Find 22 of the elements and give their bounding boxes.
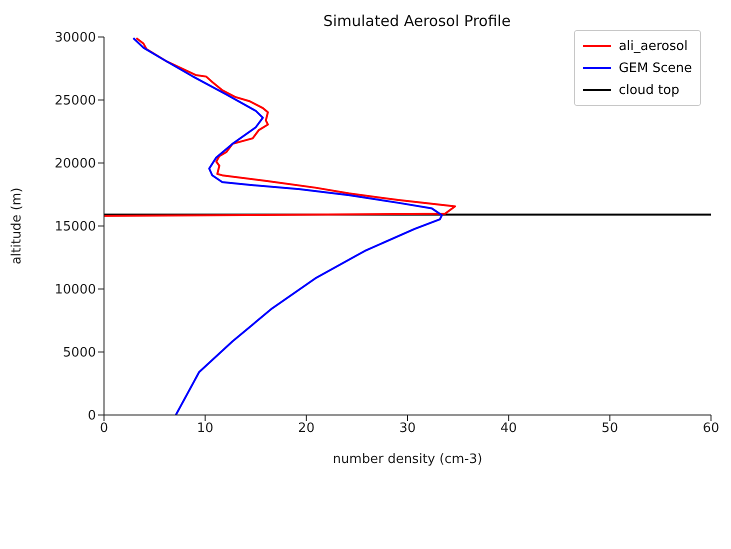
x-axis-title: number density (cm-3) <box>332 452 482 467</box>
y-tick-label: 0 <box>88 408 96 424</box>
x-tick-label: 0 <box>100 421 108 436</box>
y-tick-label: 10000 <box>54 282 96 298</box>
y-tick-label: 5000 <box>62 346 96 361</box>
legend-label: ali_aerosol <box>618 38 688 54</box>
x-tick-label: 10 <box>196 421 214 436</box>
legend-label: GEM Scene <box>618 60 692 76</box>
y-tick-label: 15000 <box>54 220 96 235</box>
x-tick-label: 50 <box>602 421 618 436</box>
y-tick-label: 30000 <box>54 30 96 46</box>
legend-label: cloud top <box>618 82 680 98</box>
y-tick-label: 25000 <box>54 94 96 109</box>
x-tick-label: 40 <box>500 421 517 436</box>
line-series <box>104 37 456 217</box>
chart-title: Simulated Aerosol Profile <box>322 12 512 30</box>
y-tick-label: 20000 <box>54 156 96 172</box>
line-series <box>132 37 443 415</box>
y-axis-title: altitude (m) <box>10 188 25 264</box>
x-tick-label: 30 <box>399 421 416 436</box>
x-tick-label: 20 <box>298 421 315 436</box>
x-tick-label: 60 <box>702 421 720 436</box>
